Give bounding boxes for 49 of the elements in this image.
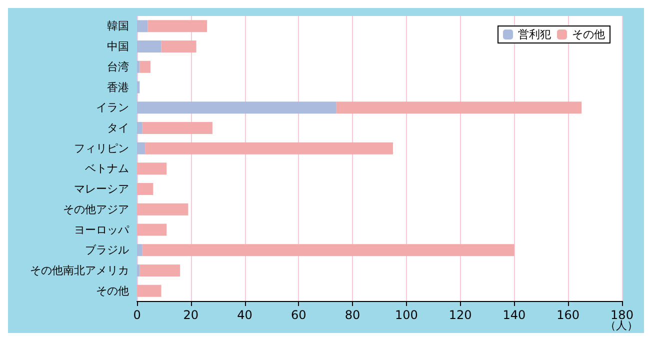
bar <box>140 264 180 276</box>
x-tick-label: 100 <box>394 308 418 322</box>
bar <box>137 40 162 53</box>
bar <box>137 183 154 196</box>
y-tick-label: 中国 <box>107 40 129 54</box>
bar <box>137 20 148 32</box>
y-tick-label: タイ <box>107 121 129 134</box>
x-tick-label: 60 <box>291 308 306 322</box>
x-tick-label: 160 <box>556 308 580 322</box>
bar <box>137 203 188 216</box>
y-tick-label: イラン <box>96 101 129 114</box>
bar <box>137 244 142 256</box>
legend-label: その他 <box>572 28 605 41</box>
x-axis-title: （人） <box>605 319 638 332</box>
bar <box>137 122 142 134</box>
bar <box>137 60 140 73</box>
y-tick-label: 韓国 <box>107 20 129 33</box>
bar <box>148 20 208 32</box>
legend-label: 営利犯 <box>518 28 551 41</box>
y-tick-label: その他アジア <box>63 202 129 216</box>
x-tick-label: 140 <box>502 308 526 322</box>
y-tick-label: ブラジル <box>85 244 129 257</box>
bar <box>137 162 167 175</box>
bar <box>142 122 212 134</box>
y-tick-label: ヨーロッパ <box>74 223 130 236</box>
y-tick-label: マレーシア <box>74 182 129 196</box>
bar <box>137 264 140 276</box>
bar <box>137 81 140 94</box>
y-tick-label: その他南北アメリカ <box>30 264 129 277</box>
bar <box>137 102 336 114</box>
y-tick-label: ベトナム <box>85 162 129 176</box>
y-tick-label: 台湾 <box>107 60 129 74</box>
bar <box>145 142 393 154</box>
x-tick-label: 20 <box>183 308 199 322</box>
y-tick-label: フィリピン <box>74 142 129 155</box>
bar <box>142 244 514 256</box>
x-tick-label: 180 <box>610 308 634 322</box>
x-tick-label: 40 <box>237 308 252 322</box>
y-tick-label: 香港 <box>107 80 129 94</box>
y-tick-label: その他 <box>96 284 129 298</box>
bar <box>137 284 162 297</box>
x-tick-label: 80 <box>344 308 360 322</box>
x-tick-label: 0 <box>133 308 141 322</box>
x-tick-label: 120 <box>448 308 472 322</box>
bar <box>140 60 150 73</box>
bar <box>137 224 167 236</box>
bar <box>161 40 196 53</box>
bar <box>336 102 582 114</box>
bar <box>137 142 146 154</box>
